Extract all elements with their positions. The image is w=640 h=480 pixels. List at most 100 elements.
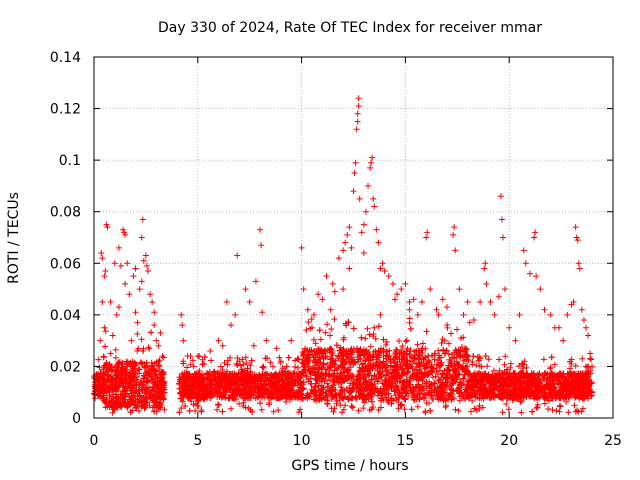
data-point (357, 368, 364, 375)
data-point (115, 244, 122, 251)
data-point (459, 375, 466, 382)
data-point (320, 360, 327, 367)
data-point (402, 388, 409, 395)
data-point (120, 226, 127, 233)
data-point (450, 231, 457, 238)
data-point (368, 382, 375, 389)
data-point (148, 329, 155, 336)
data-point (113, 311, 120, 318)
data-point (501, 370, 508, 377)
data-point (92, 388, 99, 395)
data-point (556, 324, 563, 331)
data-point (349, 404, 356, 411)
data-point (294, 356, 301, 363)
data-point (533, 405, 540, 412)
data-point (482, 260, 489, 267)
data-point (135, 345, 142, 352)
data-point (582, 363, 589, 370)
data-point (187, 361, 194, 368)
data-point (140, 347, 147, 354)
data-point (180, 360, 187, 367)
data-point (452, 406, 459, 413)
data-point (367, 367, 374, 374)
data-point (541, 400, 548, 407)
data-point (444, 324, 451, 331)
data-point (358, 361, 365, 368)
data-point (560, 394, 567, 401)
data-point (502, 286, 509, 293)
data-point (545, 397, 552, 404)
data-point (247, 395, 254, 402)
data-point (298, 244, 305, 251)
data-point (461, 389, 468, 396)
data-point (144, 268, 151, 275)
data-point (231, 381, 238, 388)
data-point (101, 273, 108, 280)
data-point (242, 404, 249, 411)
data-point (120, 392, 127, 399)
data-point (124, 363, 131, 370)
data-point (383, 338, 390, 345)
data-point (318, 382, 325, 389)
data-point (483, 280, 490, 287)
data-point (352, 159, 359, 166)
data-point (151, 322, 158, 329)
data-point (96, 364, 103, 371)
data-point (587, 350, 594, 357)
data-point (371, 324, 378, 331)
data-point (485, 356, 492, 363)
data-point (367, 353, 374, 360)
data-point (342, 402, 349, 409)
data-point (444, 367, 451, 374)
data-point (576, 265, 583, 272)
data-point (355, 372, 362, 379)
data-point (371, 203, 378, 210)
data-point (516, 311, 523, 318)
data-point (330, 382, 337, 389)
data-point (189, 357, 196, 364)
data-point (459, 366, 466, 373)
data-point (414, 403, 421, 410)
data-point (345, 395, 352, 402)
data-point (112, 346, 119, 353)
data-point (184, 382, 190, 389)
data-point (383, 364, 390, 371)
data-point (284, 378, 291, 385)
data-point (304, 390, 311, 397)
data-point (406, 319, 413, 326)
data-point (315, 347, 322, 354)
data-point (465, 387, 472, 394)
data-point (333, 342, 340, 349)
data-point (519, 360, 526, 367)
data-point (121, 386, 128, 393)
data-point (465, 357, 472, 364)
data-point (460, 311, 467, 318)
data-point (312, 340, 319, 347)
data-point (433, 306, 440, 313)
data-point (316, 364, 323, 371)
data-point (107, 372, 114, 379)
data-point (521, 377, 528, 384)
data-point (394, 354, 401, 361)
data-point (394, 363, 401, 370)
data-point (204, 369, 211, 376)
data-point (340, 336, 347, 343)
data-point (320, 355, 327, 362)
data-point (102, 343, 109, 350)
data-point (160, 354, 167, 361)
data-point (511, 388, 518, 395)
data-point (342, 239, 349, 246)
data-point (392, 353, 399, 360)
data-point (236, 358, 243, 365)
data-point (360, 405, 367, 412)
data-point (417, 383, 424, 390)
data-point (464, 298, 471, 305)
data-point (142, 404, 149, 411)
data-point (234, 362, 241, 369)
data-point (131, 362, 138, 369)
data-point (233, 360, 240, 367)
data-point (257, 400, 264, 407)
data-point (333, 400, 340, 407)
data-point (353, 396, 360, 403)
data-point (324, 321, 331, 328)
